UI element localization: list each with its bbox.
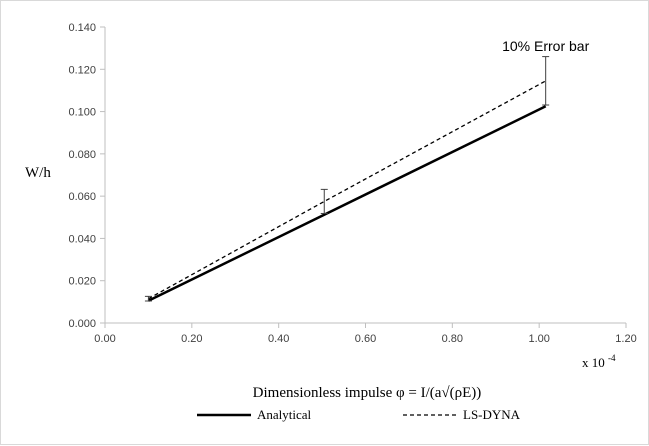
legend: Analytical LS-DYNA	[197, 407, 521, 422]
y-tick-label: 0.100	[68, 107, 96, 119]
x-scale-label: x 10 -4	[582, 353, 616, 370]
axes: 0.000 0.020 0.040 0.060 0.080 0.100 0.120 0.140…	[68, 22, 636, 345]
x-tick-label: 0.80	[442, 333, 463, 345]
x-tick-label: 0.00	[94, 333, 115, 345]
y-axis-label: W/h	[25, 165, 51, 181]
y-tick-label: 0.140	[68, 22, 96, 34]
x-scale-base: x 10	[582, 355, 605, 370]
annotation-label: 10% Error bar	[502, 38, 589, 54]
x-scale-exponent: -4	[608, 353, 616, 363]
y-tick-label: 0.080	[68, 149, 96, 161]
label-layer: W/h Dimensionless impulse φ = I/(a√(ρE))…	[25, 165, 616, 401]
x-tick-label: 0.40	[268, 333, 289, 345]
y-tick-label: 0.120	[68, 64, 96, 76]
x-tick-label: 0.20	[181, 333, 202, 345]
series-line-analytical	[147, 105, 547, 302]
y-tick-label: 0.020	[68, 276, 96, 288]
legend-label-analytical: Analytical	[257, 407, 312, 422]
series-layer: 10% Error bar	[144, 38, 590, 302]
legend-label-ls-dyna: LS-DYNA	[463, 407, 521, 422]
series-line-ls-dyna	[148, 80, 547, 300]
y-tick-label: 0.040	[68, 233, 96, 245]
x-axis-label: Dimensionless impulse φ = I/(a√(ρE))	[253, 385, 482, 401]
y-tick-label: 0.000	[68, 318, 96, 330]
y-tick-label: 0.060	[68, 191, 96, 203]
x-tick-label: 1.20	[615, 333, 636, 345]
x-tick-label: 1.00	[528, 333, 549, 345]
x-tick-label: 0.60	[355, 333, 376, 345]
